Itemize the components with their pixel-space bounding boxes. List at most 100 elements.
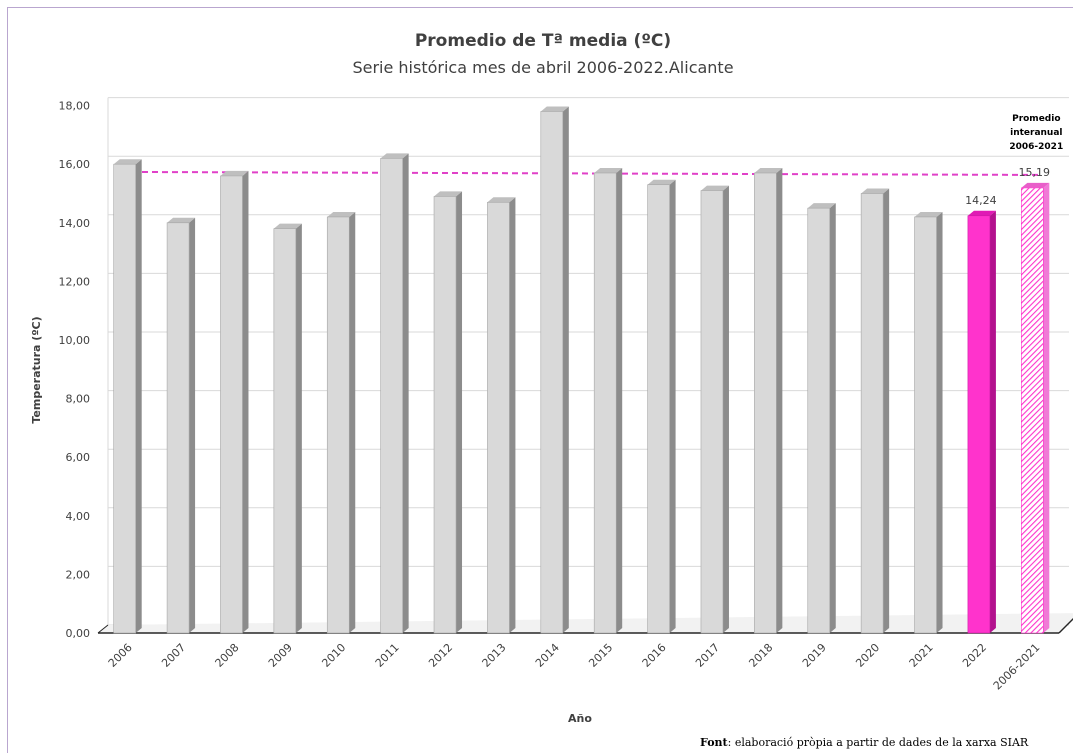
bar-top [327,211,356,217]
bar-side [402,153,409,633]
y-tick-label: 2,00 [66,568,91,581]
x-tick-label: 2017 [693,641,722,670]
bar-side [722,185,729,633]
bar-side [883,188,890,633]
bar-top [967,210,996,216]
bar-front [593,172,617,634]
x-tick-label: 2010 [319,641,348,670]
bar-side [1043,182,1050,634]
y-tick-label: 6,00 [66,451,91,464]
bar-top [861,188,890,194]
y-tick-label: 4,00 [66,510,91,523]
bar-top [647,179,676,185]
bar-front [914,216,937,634]
bar-front [700,190,724,634]
x-tick-label: 2008 [213,641,242,670]
bar-front [380,158,403,634]
x-axis-depth-line [1058,618,1073,634]
bar-front [807,207,831,634]
x-tick-label: 2007 [159,641,188,670]
bar-side [135,159,142,633]
bar-2011 [380,153,409,634]
y-tick-label: 16,00 [59,158,91,171]
bar-2015 [593,167,623,634]
bar-2006-2021 [1021,182,1050,634]
data-labels: 14,24 15,19 [965,166,1050,207]
bar-top [167,217,196,223]
x-tick-label: 2014 [533,641,562,670]
x-tick-label: 2015 [586,641,615,670]
reference-line-group [121,170,1041,176]
bar-front [540,111,564,634]
bar-top [380,153,409,159]
y-tick-label: 10,00 [59,334,91,347]
bar-top [220,170,249,176]
bar-side [616,167,623,634]
bars [113,106,1050,634]
bar-side [456,191,463,633]
bar-top [1021,182,1050,188]
bar-side [669,179,676,633]
bar-front [647,184,670,634]
x-tick-label: 2016 [640,641,669,670]
bar-front [433,196,457,634]
x-tick-label: 2006-2021 [991,641,1043,693]
bar-top [113,159,142,165]
bar-top [540,106,569,112]
bar-2012 [433,191,463,634]
bar-front [1021,187,1044,634]
bar-front [220,175,243,634]
x-tick-label: 2018 [746,641,775,670]
bar-2008 [220,170,249,634]
bar-2009 [273,223,302,634]
bar-2016 [647,179,676,634]
x-tick-label: 2019 [800,641,829,670]
x-tick-label: 2012 [426,641,455,670]
bar-side [295,223,302,633]
data-label-2006-2021: 15,19 [1019,166,1051,179]
y-tick-label: 18,00 [59,100,91,113]
bar-2013 [487,197,516,634]
bar-2006 [113,159,142,634]
annotation-line: interanual [1010,128,1062,138]
x-tick-label: 2011 [373,641,402,670]
bar-2010 [326,211,356,634]
bar-side [242,170,249,634]
chart-frame [7,7,1073,753]
bar-front [326,216,350,634]
y-tick-label: 8,00 [66,393,91,406]
source-prefix: Font [700,736,728,749]
bar-2018 [754,167,783,634]
bar-2021 [914,211,943,634]
bar-2019 [807,203,836,634]
bar-side [562,106,569,633]
bar-top [273,223,302,229]
x-tick-label: 2009 [266,641,295,670]
bar-front [273,228,297,634]
y-tick-label: 12,00 [59,275,91,288]
bar-top [754,167,783,173]
bar-side [829,203,836,633]
bar-side [776,167,783,634]
bar-2014 [540,106,569,634]
bar-top [700,185,729,191]
x-tick-label: 2020 [853,641,882,670]
bar-2020 [860,188,890,634]
x-tick-label: 2013 [480,641,509,670]
data-label-2022: 14,24 [965,194,997,207]
average-annotation: Promedio interanual 2006-2021 [1009,114,1063,152]
bar-front [754,172,777,634]
y-tick-label: 0,00 [66,627,91,640]
bar-side [349,211,356,633]
y-axis-ticks: 0,00 2,00 4,00 6,00 8,00 10,00 12,00 14,00 16,00… [59,100,91,640]
chart-title: Promedio de Tª media (ºC) [415,31,671,51]
bar-top [434,191,463,197]
bar-2017 [700,185,729,634]
bar-front [860,193,884,634]
chart-subtitle: Serie histórica mes de abril 2006-2022.A… [352,58,733,77]
source-note: Font: elaboració pròpia a partir de dade… [700,736,1028,749]
x-axis-ticks: 2006 2007 2008 2009 2010 2011 2012 2013 2014 2015… [106,641,1043,693]
bar-top [594,167,623,173]
bar-front [487,201,510,634]
